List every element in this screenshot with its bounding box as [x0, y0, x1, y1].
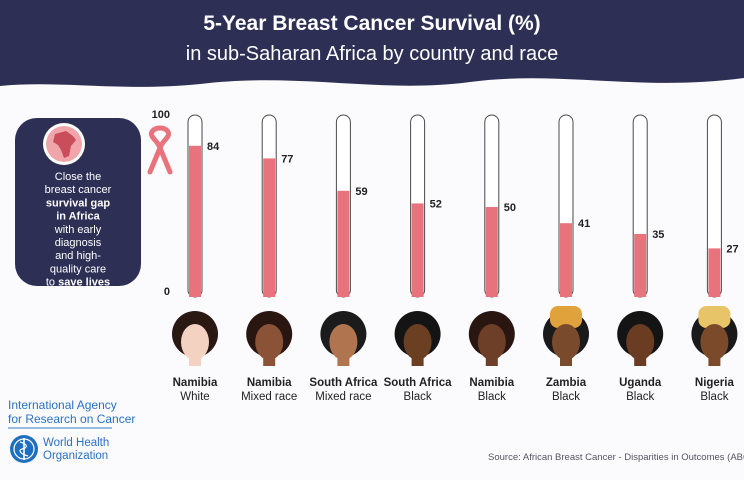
callout-line: with early — [54, 224, 102, 236]
y-tick-label: 0 — [164, 286, 170, 298]
callout-text: and high- — [55, 250, 101, 262]
category-label: Namibia — [173, 377, 218, 389]
neck — [411, 356, 424, 366]
subcategory-label: Mixed race — [241, 391, 297, 403]
neck — [189, 356, 201, 366]
value-label: 77 — [281, 153, 293, 165]
category-label: Nigeria — [695, 377, 735, 389]
callout-line: Close the — [55, 171, 101, 183]
head-wrap — [550, 306, 582, 328]
bar — [411, 203, 424, 297]
iarc-logo-text: International Agency — [8, 398, 117, 412]
neck — [708, 356, 721, 366]
callout-text: Close the — [55, 171, 101, 183]
subcategory-label: White — [180, 391, 209, 403]
category-label: South Africa — [309, 377, 378, 389]
callout-line: in Africa — [56, 211, 100, 223]
who-emblem — [10, 435, 38, 463]
who-logo-text: Organization — [43, 450, 108, 462]
face — [181, 324, 209, 360]
callout-text: in Africa — [56, 211, 100, 223]
face — [255, 324, 284, 360]
iarc-logo-text: for Research on Cancer — [8, 412, 135, 426]
head-wrap — [698, 306, 731, 328]
face — [403, 324, 432, 360]
subcategory-label: Black — [404, 391, 432, 403]
bar — [708, 248, 721, 297]
callout-line: quality care — [50, 263, 106, 275]
callout-line: survival gap — [46, 197, 110, 209]
value-label: 59 — [355, 186, 367, 198]
category-label: Namibia — [247, 377, 292, 389]
neck — [634, 356, 647, 366]
callout-text: with early — [54, 224, 102, 236]
neck — [337, 356, 350, 366]
category-label: Zambia — [546, 377, 587, 389]
callout-text: survival gap — [46, 197, 110, 209]
chart-title: 5-Year Breast Cancer Survival (%) — [203, 12, 540, 35]
source: Source: African Breast Cancer - Disparit… — [488, 452, 744, 463]
callout-text: breast cancer — [45, 184, 112, 196]
bar — [634, 234, 647, 297]
face — [477, 324, 506, 360]
callout-text: diagnosis — [55, 237, 102, 249]
callout-line: breast cancer — [45, 184, 112, 196]
value-label: 84 — [207, 141, 220, 153]
value-label: 50 — [504, 202, 516, 214]
category-label: Uganda — [619, 377, 662, 389]
subcategory-label: Black — [626, 391, 654, 403]
bar — [337, 190, 350, 297]
bar — [263, 158, 276, 297]
bar — [560, 223, 572, 297]
value-label: 35 — [652, 229, 664, 241]
bar — [189, 145, 201, 297]
category-label: Namibia — [469, 377, 514, 389]
category-label: South Africa — [384, 377, 453, 389]
neck — [485, 356, 498, 366]
subcategory-label: Mixed race — [315, 391, 371, 403]
callout-text: quality care — [50, 263, 106, 275]
value-label: 27 — [726, 243, 738, 255]
callout-line: to save lives — [46, 277, 110, 289]
subcategory-label: Black — [700, 391, 728, 403]
callout-text: to — [46, 277, 58, 289]
face — [552, 324, 580, 360]
subcategory-label: Black — [552, 391, 580, 403]
callout-card — [15, 118, 141, 286]
callout-text: save lives — [58, 277, 110, 289]
face — [329, 324, 358, 360]
chart-subtitle: in sub-Saharan Africa by country and rac… — [186, 43, 558, 65]
neck — [560, 356, 572, 366]
value-label: 41 — [578, 218, 590, 230]
face — [700, 324, 729, 360]
neck — [263, 356, 276, 366]
header-band — [0, 0, 744, 87]
who-logo-text: World Health — [43, 437, 109, 449]
bar — [485, 207, 498, 297]
subcategory-label: Black — [478, 391, 506, 403]
callout-line: and high- — [55, 250, 101, 262]
face — [626, 324, 655, 360]
ribbon — [147, 125, 173, 175]
value-label: 52 — [430, 198, 442, 210]
y-tick-label: 100 — [152, 109, 170, 121]
callout-line: diagnosis — [55, 237, 102, 249]
africa-map — [53, 131, 76, 158]
